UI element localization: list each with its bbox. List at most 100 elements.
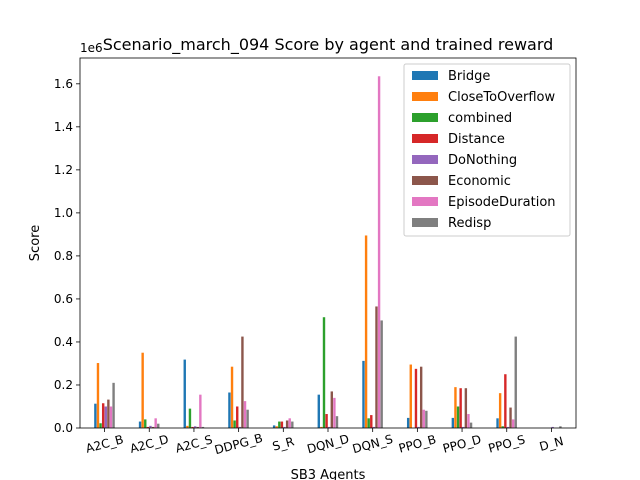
bar-A2C_B-EpisodeDuration [109,406,113,428]
bar-PPO_D-Distance [459,388,462,428]
legend-swatch-Economic [412,176,438,185]
bar-A2C_D-DoNothing [149,425,152,428]
bar-A2C_D-Distance [146,426,150,428]
y-tick-label: 1.2 [54,163,73,177]
bar-PPO_D-combined [456,406,460,428]
bar-PPO_B-CloseToOverflow [409,364,412,428]
bar-PPO_S-combined [501,426,504,428]
legend-label-Distance: Distance [448,132,505,147]
bar-S_R-combined [278,421,281,428]
bar-DQN_S-Bridge [362,360,365,428]
y-tick-label: 1.4 [54,120,73,134]
bar-DQN_S-CloseToOverflow [364,235,368,428]
bar-S_R-Bridge [272,425,276,428]
bar-S_R-Distance [280,421,284,428]
x-tick-label: DQN_D [305,432,350,457]
x-tick-label: A2C_S [174,432,214,455]
legend-label-Economic: Economic [448,174,511,189]
x-axis-label: SB3 Agents [291,468,366,480]
bar-DQN_S-combined [367,418,370,428]
bar-PPO_S-EpisodeDuration [511,419,515,428]
bar-DDPG_B-Distance [236,406,239,428]
bar-A2C_S-DoNothing [193,426,197,428]
bar-DQN_S-EpisodeDuration [377,76,381,428]
bar-A2C_B-Redisp [112,382,115,428]
bar-DDPG_B-Bridge [228,392,231,428]
bar-PPO_S-Economic [509,407,512,428]
bar-DQN_S-Redisp [380,320,383,428]
bar-DDPG_B-DoNothing [238,426,242,428]
bar-DQN_D-EpisodeDuration [333,397,336,428]
bar-DQN_D-Economic [330,391,333,428]
legend-label-CloseToOverflow: CloseToOverflow [448,90,556,105]
y-tick-label: 0.4 [54,335,73,349]
bar-A2C_B-Bridge [94,403,97,428]
legend: Bridge CloseToOverflow combined Distance DoN… [403,63,571,237]
x-tick-label: S_R [271,434,296,453]
legend-swatch-DoNothing [412,155,438,164]
bars-layer [94,76,562,428]
x-tick-label: D_N [538,434,565,454]
x-tick-label: PPO_B [397,432,437,455]
bar-PPO_D-Economic [464,388,468,428]
bar-PPO_S-Bridge [496,418,499,428]
bar-PPO_S-Distance [504,374,507,428]
y-axis: 0.0 0.2 0.4 0.6 0.8 1.0 1.2 1.4 1.6 [54,77,80,435]
legend-label-EpisodeDuration: EpisodeDuration [448,195,556,210]
bar-PPO_S-DoNothing [506,426,510,428]
bar-PPO_B-Redisp [425,410,428,428]
bar-PPO_D-Redisp [469,422,473,428]
bar-DDPG_B-Redisp [246,409,249,428]
bar-A2C_D-Bridge [138,421,142,428]
bar-DDPG_B-Economic [241,336,244,428]
bar-DQN_D-Bridge [317,394,320,428]
bar-PPO_B-EpisodeDuration [422,409,425,428]
bar-A2C_B-CloseToOverflow [96,363,100,428]
y-tick-label: 0.6 [54,292,73,306]
bar-PPO_D-CloseToOverflow [454,387,457,428]
y-tick-label: 0.2 [54,378,73,392]
legend-label-combined: combined [448,111,512,126]
bar-A2C_S-CloseToOverflow [186,425,189,428]
bar-PPO_D-EpisodeDuration [467,414,470,428]
x-tick-label: PPO_S [487,432,527,455]
bar-A2C_S-Distance [191,426,194,428]
y-axis-label: Score [28,225,43,261]
bar-A2C_S-combined [188,408,192,428]
legend-box [403,63,571,237]
bar-DQN_D-DoNothing [328,426,331,428]
x-tick-label: PPO_D [441,432,482,456]
bar-DQN_D-Distance [325,414,328,428]
y-tick-label: 1.0 [54,206,73,220]
legend-swatch-Redisp [412,218,438,227]
legend-label-Redisp: Redisp [448,216,491,231]
bar-A2C_B-DoNothing [104,406,107,428]
bar-PPO_B-Economic [419,366,423,428]
x-tick-label: DQN_S [351,432,394,456]
x-tick-label: A2C_D [128,432,170,456]
bar-A2C_S-Redisp [201,426,205,428]
legend-swatch-Distance [412,134,438,143]
bar-A2C_D-combined [144,419,147,428]
y-tick-label: 1.6 [54,77,73,91]
bar-A2C_S-EpisodeDuration [199,394,202,428]
bar-S_R-DoNothing [283,426,286,428]
bar-DQN_S-Economic [375,306,378,428]
bar-DDPG_B-CloseToOverflow [230,366,234,428]
bar-A2C_B-combined [99,423,102,428]
legend-label-Bridge: Bridge [448,69,490,84]
bar-S_R-EpisodeDuration [288,418,291,428]
bar-PPO_B-Distance [414,368,418,428]
bar-PPO_S-Redisp [514,336,517,428]
x-tick-label: DDPG_B [213,431,264,457]
bar-DDPG_B-EpisodeDuration [243,401,247,428]
bar-PPO_D-DoNothing [462,426,465,428]
x-tick-label: A2C_B [84,432,125,455]
legend-swatch-CloseToOverflow [412,92,438,101]
bar-PPO_D-Bridge [451,417,455,428]
bar-A2C_D-Economic [151,426,155,428]
bar-A2C_S-Economic [196,426,199,428]
bar-D_N-DoNothing [551,426,554,428]
